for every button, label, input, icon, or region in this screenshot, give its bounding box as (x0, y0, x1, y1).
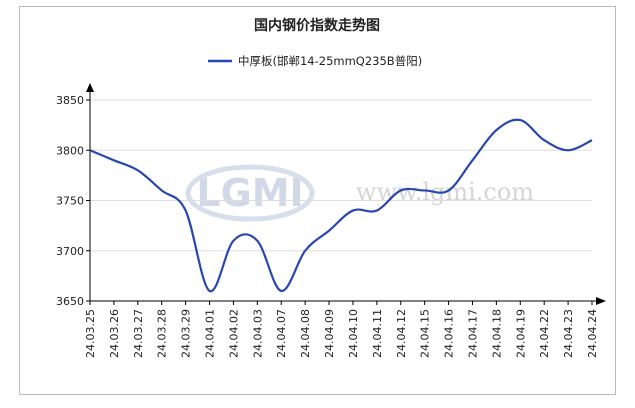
x-axis-arrow (596, 297, 606, 305)
chart-title: 国内钢价指数走势图 (254, 17, 380, 34)
y-tick-label: 3700 (56, 245, 84, 258)
x-tick-label: 24.03.27 (132, 309, 145, 358)
x-tick-label: 24.03.25 (84, 309, 97, 358)
x-tick-label: 24.03.28 (156, 309, 169, 358)
x-tick-label: 24.03.29 (180, 309, 193, 358)
y-tick-label: 3850 (56, 94, 84, 107)
x-tick-label: 24.04.01 (204, 309, 217, 358)
x-tick-label: 24.04.19 (514, 309, 527, 358)
x-tick-label: 24.04.02 (227, 309, 240, 358)
x-tick-label: 24.04.24 (586, 309, 599, 358)
y-tick-label: 3750 (56, 195, 84, 208)
x-tick-label: 24.03.26 (108, 309, 121, 358)
plot-area: 3650 3700 3750 3800 3850 24.03.25 24.03.26 24.0… (56, 83, 606, 358)
x-tick-label: 24.04.17 (466, 309, 479, 358)
x-tick-label: 24.04.22 (538, 309, 551, 358)
x-tick-label: 24.04.09 (323, 309, 336, 358)
x-tick-label: 24.04.10 (347, 309, 360, 358)
x-tick-label: 24.04.18 (490, 309, 503, 358)
x-tick-label: 24.04.12 (395, 309, 408, 358)
x-tick-label: 24.04.08 (299, 309, 312, 358)
x-tick-label: 24.04.07 (275, 309, 288, 358)
x-tick-label: 24.04.23 (562, 309, 575, 358)
x-tick-label: 24.04.03 (251, 309, 264, 358)
watermark-ring (185, 164, 315, 222)
y-axis-arrow (86, 83, 94, 92)
legend-label: 中厚板(邯郸14-25mmQ235B普阳) (238, 54, 422, 68)
x-tick-label: 24.04.11 (371, 309, 384, 358)
series-line (89, 118, 593, 293)
y-tick-label: 3650 (56, 295, 84, 308)
x-tick-label: 24.04.16 (443, 309, 456, 358)
x-tick-label: 24.04.15 (419, 309, 432, 358)
watermark-logo: LGMI (196, 171, 303, 215)
y-tick-label: 3800 (56, 144, 84, 157)
